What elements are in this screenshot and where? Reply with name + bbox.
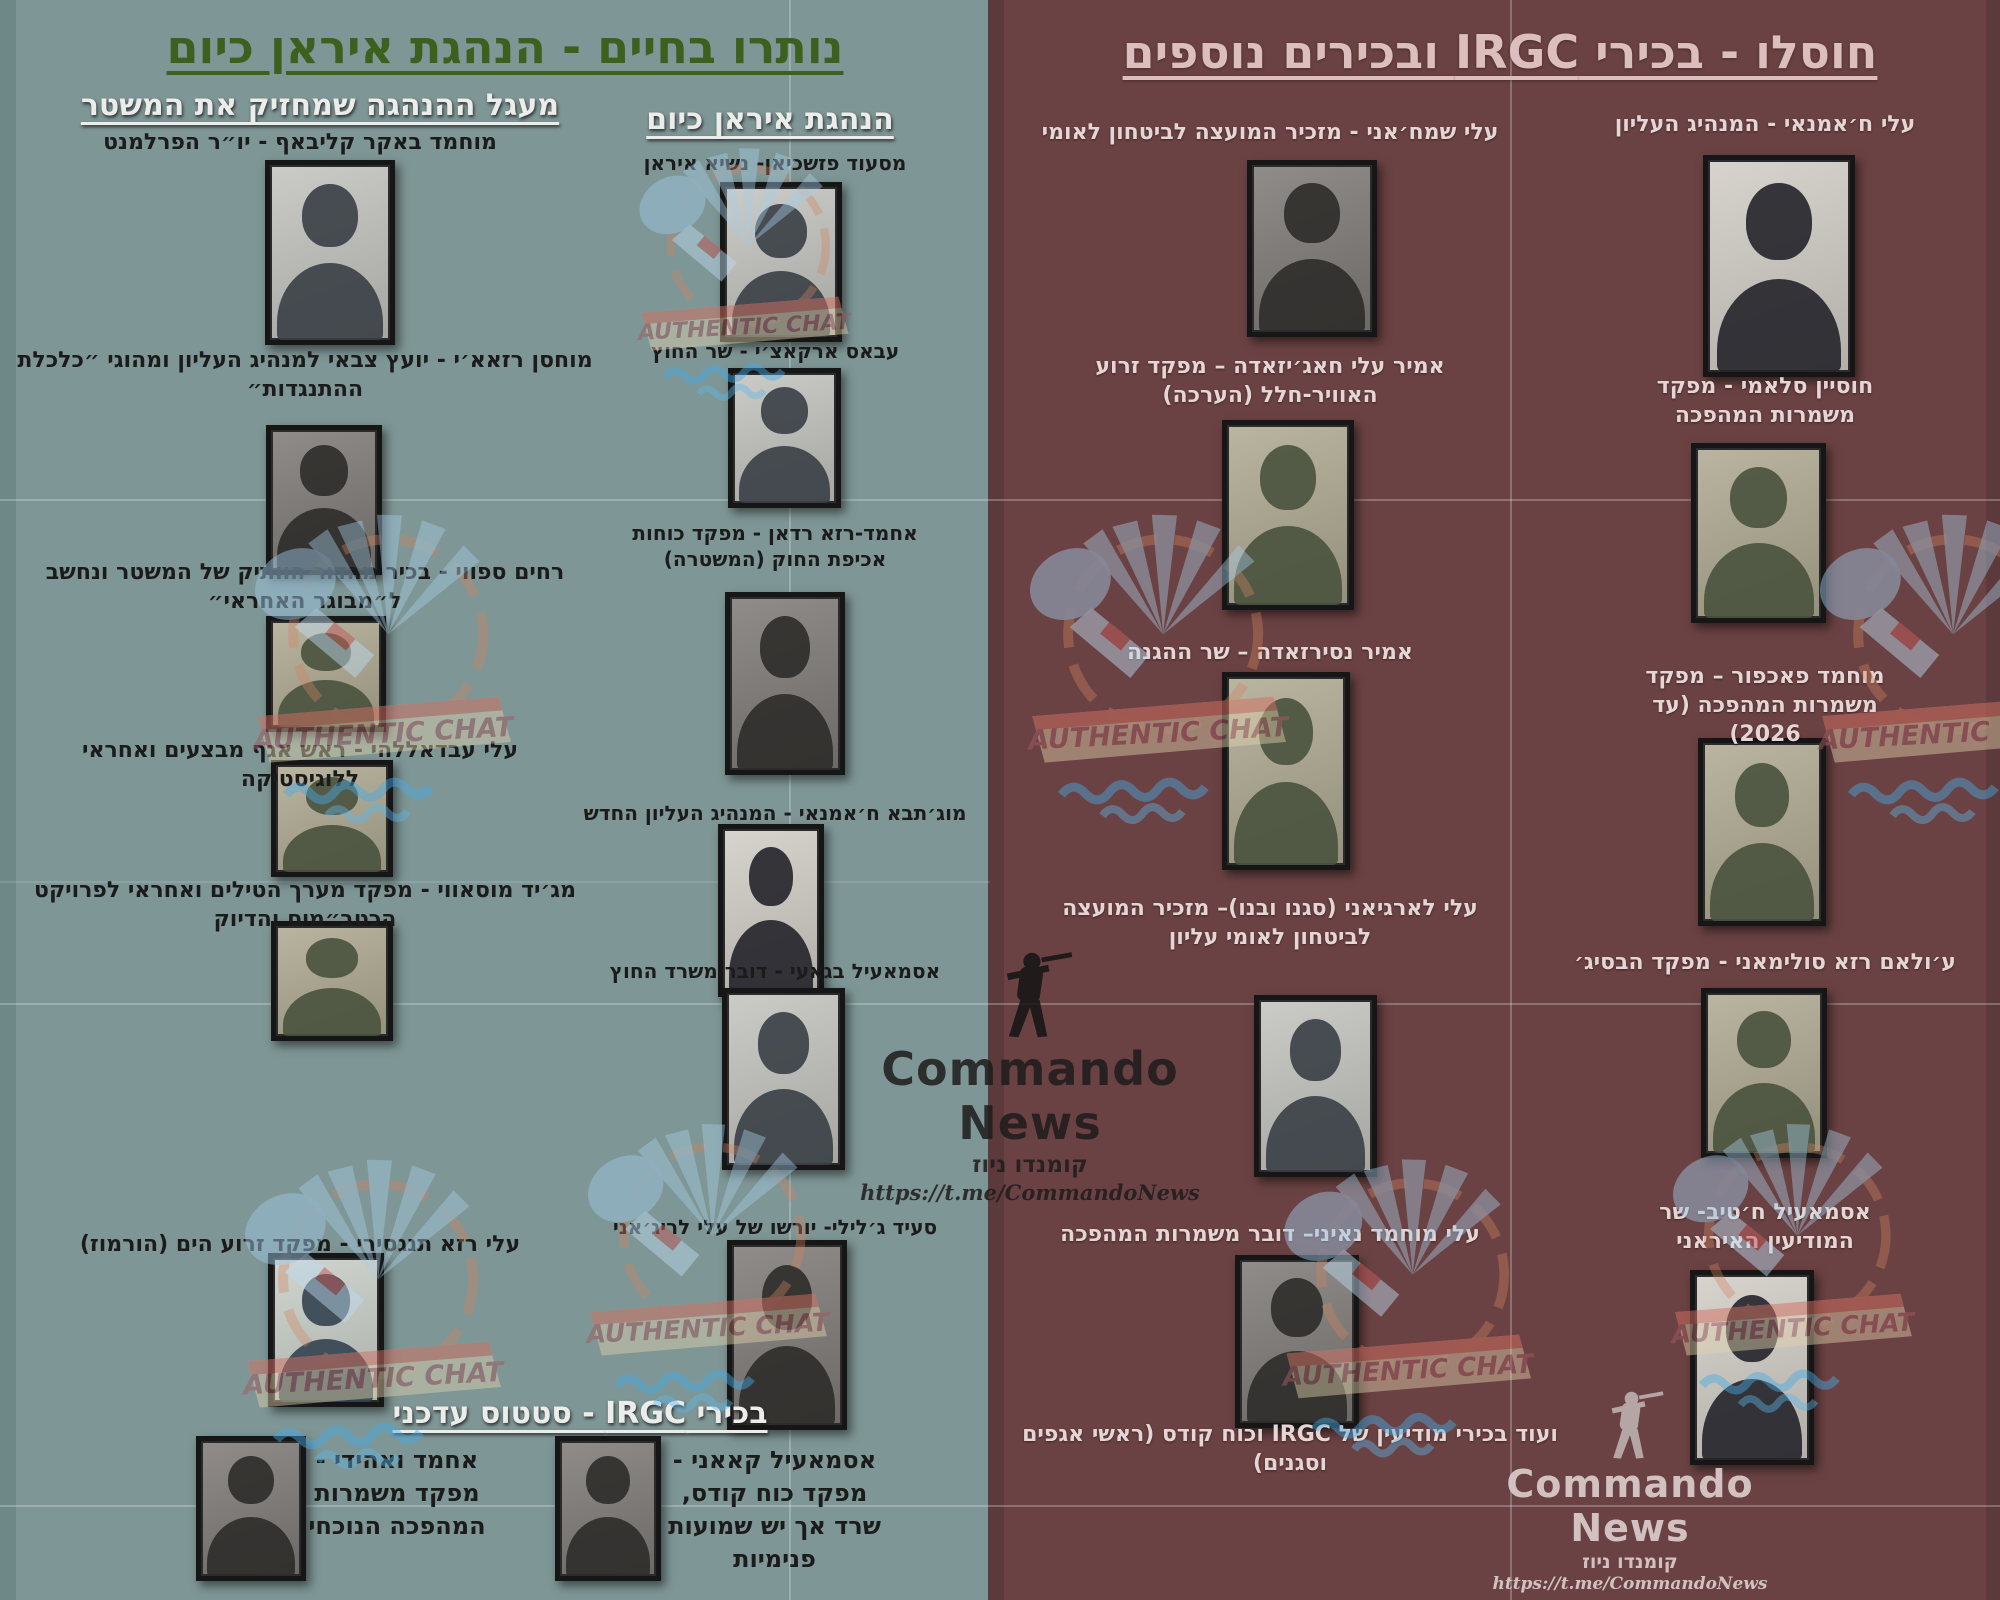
- person-mojtaba-photo: [718, 824, 824, 997]
- person-mojtaba-label: מוג׳תבא ח׳אמנאי - המנהיג העליון החדש: [583, 801, 967, 825]
- commando-soldier-icon: [1611, 1391, 1664, 1459]
- person-pakpour-label: מוחמד פאכפור – מפקד משמרות המהפכה (עד 20…: [1645, 664, 1885, 748]
- commando-news-url: https://t.me/CommandoNews: [860, 1180, 1200, 1205]
- person-larijani-photo: [1254, 995, 1377, 1177]
- authentic-chat-stamp: [1637, 1108, 1933, 1430]
- commando-soldier-icon: [1006, 952, 1073, 1038]
- leadership-header: הנהגת איראן כיום: [646, 102, 894, 137]
- authentic-chat-stamp: [207, 1142, 524, 1487]
- person-rezaei-label: מוחסן רזאא׳י - יועץ צבאי למנהיג העליון ו…: [17, 348, 593, 403]
- person-radan-label: אחמד-רזא רדאן - מפקד כוחות אכיפת החוק (ה…: [632, 521, 918, 572]
- irgc-status-header: בכירי IRGC - סטטוס עדכני: [392, 1396, 768, 1431]
- person-qalibaf-label: מוחמד באקר קליבאף - יו״ר הפרלמנט: [103, 130, 497, 155]
- authentic-chat-stamp: [552, 1108, 848, 1430]
- person-khamenei-photo: [1703, 155, 1855, 377]
- person-mousavi-label: מג׳יד מוסאווי - מפקד מערך הטילים ואחראי …: [34, 878, 576, 933]
- person-salami-label: חוסיין סלאמי - מפקד משמרות המהפכה: [1656, 374, 1874, 429]
- person-araghchi-photo: [728, 368, 841, 508]
- person-nasirzadeh-photo: [1222, 672, 1350, 870]
- commando-news-name: Commando News: [1506, 1462, 1754, 1550]
- eliminated-title: חוסלו - בכירי IRGC ובכירים נוספים: [1122, 25, 1878, 79]
- guide-line: [0, 1003, 2000, 1005]
- commando-news-hebrew: קומנדו ניוז: [972, 1152, 1088, 1178]
- person-hajizadeh-label: אמיר עלי חאג׳יזאדה – מפקד זרוע האוויר-חל…: [1095, 354, 1445, 409]
- commando-news-url: https://t.me/CommandoNews: [1492, 1574, 1768, 1594]
- authentic-chat-stamp: [217, 497, 534, 842]
- person-nasirzadeh-label: אמיר נסירזאדה – שר ההגנה: [1127, 640, 1413, 665]
- person-vahidi-photo: [196, 1436, 306, 1581]
- guide-line: [0, 881, 990, 883]
- person-radan-photo: [725, 592, 845, 775]
- person-khatib-photo: [1690, 1270, 1814, 1465]
- person-baghaei-label: אסמאעיל בגאעי - דובר משרד החוץ: [609, 959, 941, 983]
- guide-line: [0, 499, 2000, 501]
- person-larijani-label: עלי לארגיאני (סגנו ובנו)– מזכיר המועצה ל…: [1062, 896, 1478, 951]
- person-gsoleimani-label: ע׳ולאם רזא סולימאני - מפקד הבסיג׳: [1574, 950, 1956, 975]
- authentic-chat-stamp: [608, 134, 867, 416]
- person-qaani-label: אסמאעיל קאאני - מפקד כוח קודס, שרד אך יש…: [668, 1446, 881, 1574]
- person-pakpour-photo: [1698, 738, 1826, 926]
- guide-line: [1510, 0, 1512, 1600]
- guide-line: [0, 1505, 2000, 1507]
- commando-news-name: Commando News: [881, 1042, 1179, 1150]
- person-qaani-photo: [555, 1436, 661, 1581]
- commando-news-watermark: Commando News קומנדו ניוז https://t.me/C…: [820, 950, 1240, 1205]
- person-salami-photo: [1691, 443, 1826, 623]
- person-shamkhani-photo: [1247, 160, 1377, 337]
- authentic-chat-stamp: [992, 497, 1309, 842]
- authentic-chat-stamp: [1782, 497, 2000, 842]
- person-mousavi-photo: [271, 921, 393, 1041]
- inner-circle-header: מעגל ההנהגה שמחזיק את המשטר: [80, 88, 560, 123]
- survivors-title: נותרו בחיים - הנהגת איראן כיום: [166, 20, 844, 74]
- person-qalibaf-photo: [265, 160, 395, 345]
- person-khamenei-label: עלי ח׳אמנאי - המנהיג העליון: [1614, 112, 1916, 137]
- commando-news-watermark: Commando News קומנדו ניוז https://t.me/C…: [1440, 1390, 1820, 1594]
- person-shamkhani-label: עלי שמח׳אני - מזכיר המועצה לביטחון לאומי: [1041, 120, 1499, 145]
- guide-line: [789, 0, 791, 1600]
- person-baghaei-photo: [722, 988, 845, 1170]
- commando-news-hebrew: קומנדו ניוז: [1582, 1551, 1678, 1573]
